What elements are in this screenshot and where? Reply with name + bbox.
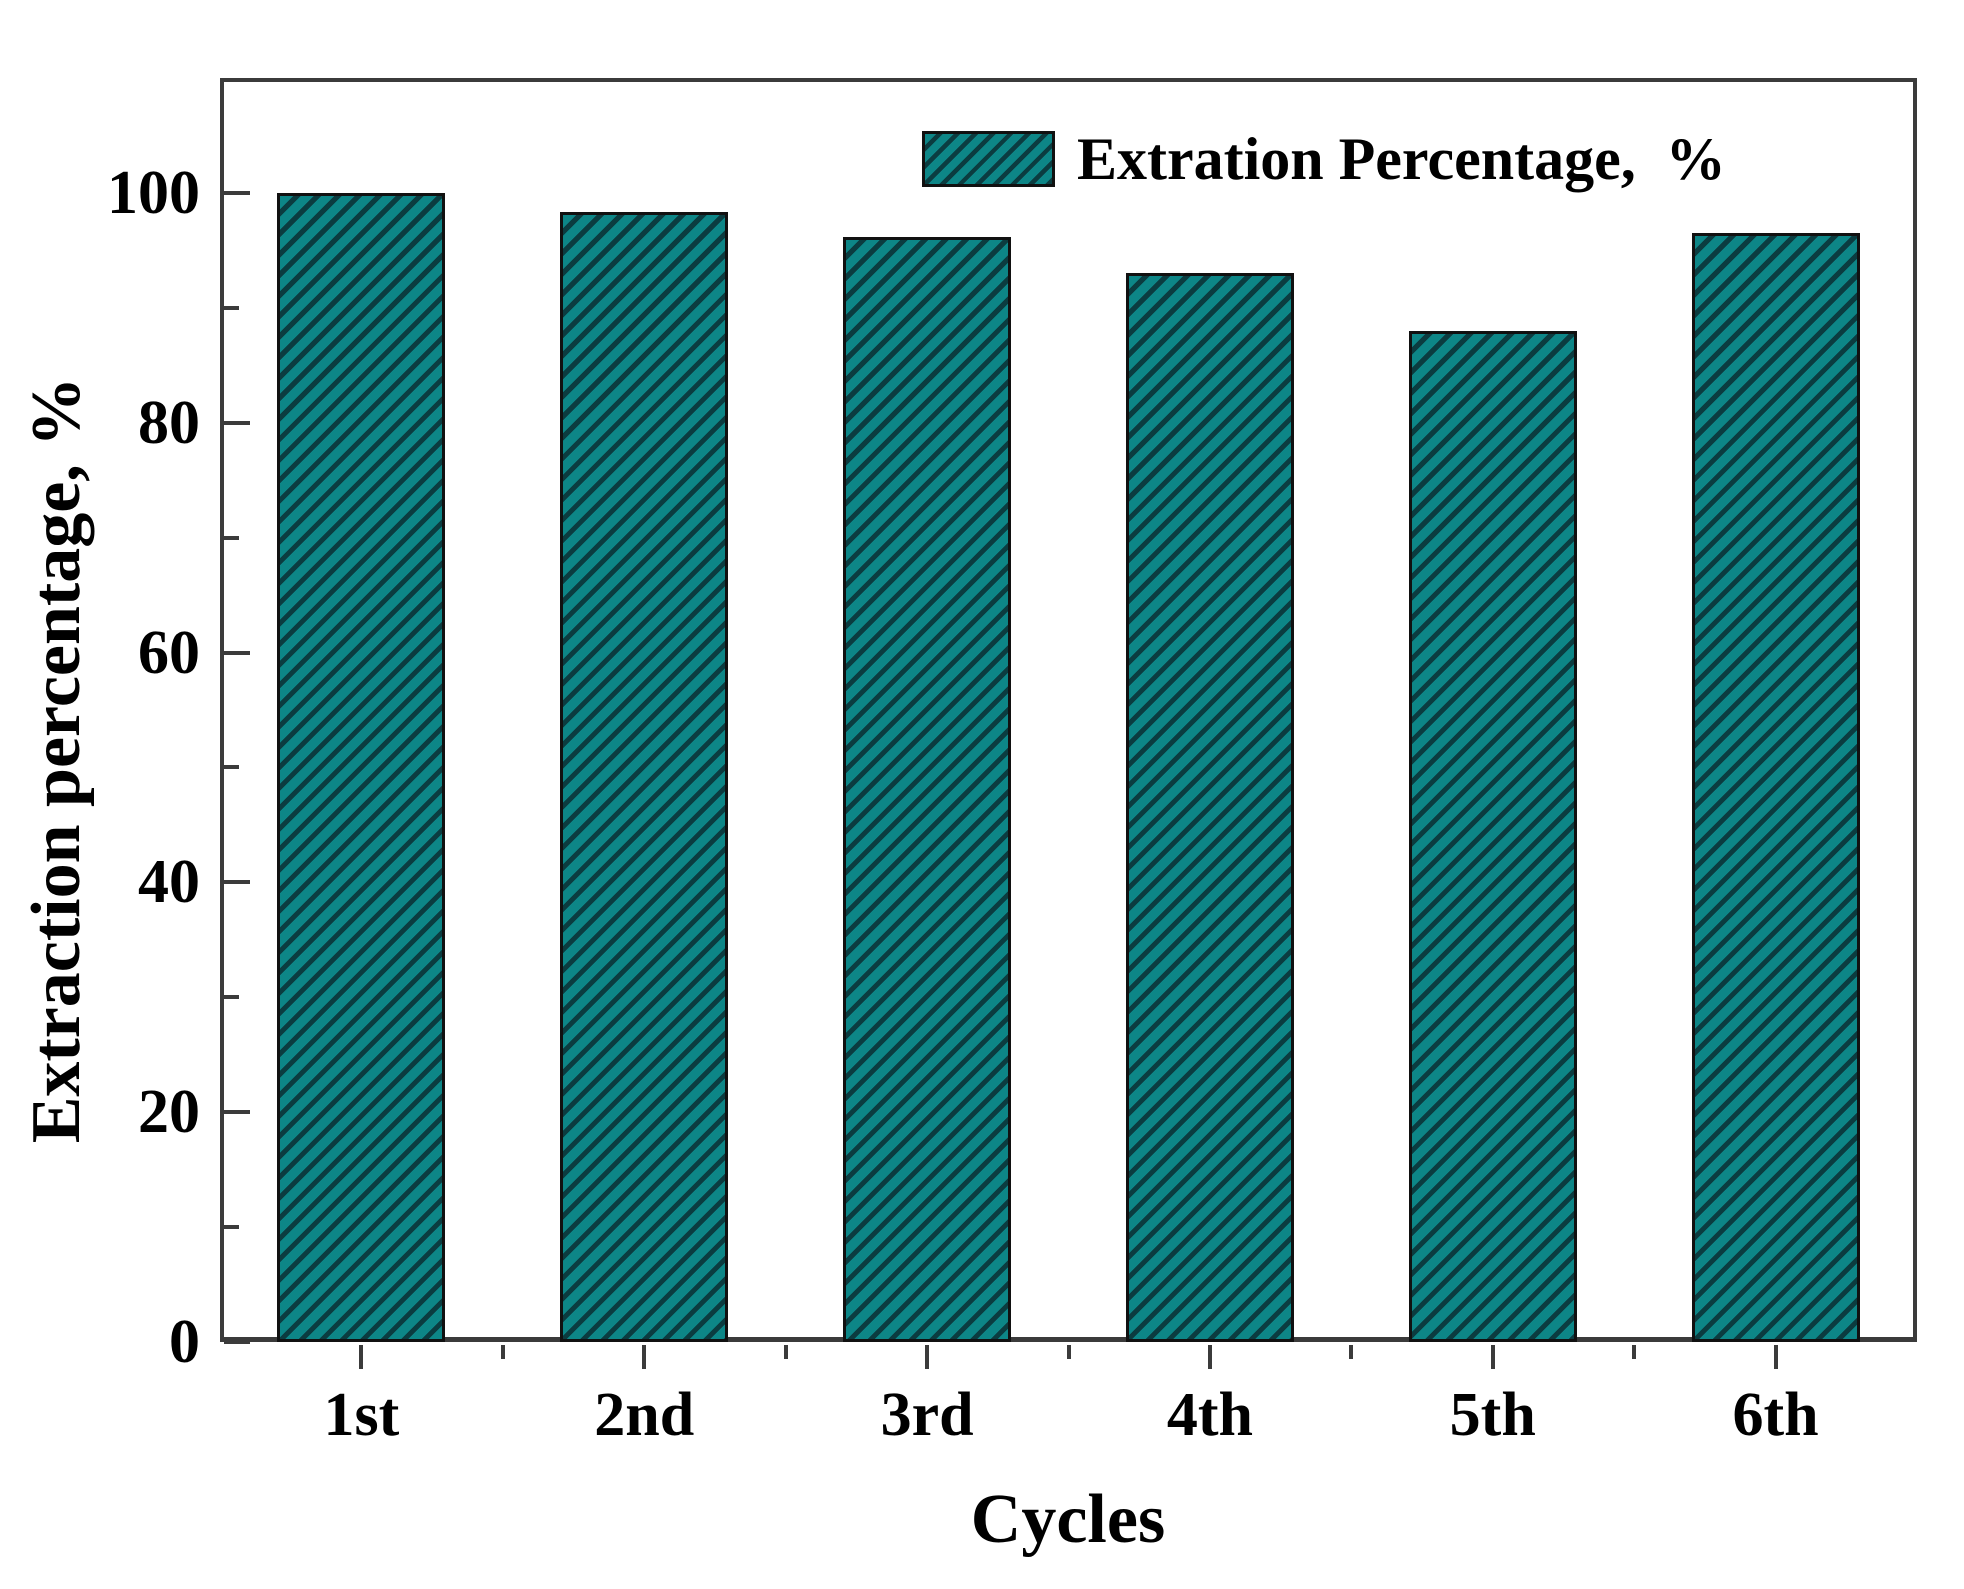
x-tick-minor [783, 1345, 788, 1359]
y-tick-label: 100 [107, 158, 200, 227]
y-tick-label: 40 [138, 848, 200, 917]
legend: Extration Percentage, % [922, 129, 1726, 189]
x-tick-minor [1349, 1345, 1354, 1359]
y-tick-label: 20 [138, 1078, 200, 1147]
bar-4th [1125, 273, 1294, 1342]
x-tick-major [1773, 1345, 1778, 1369]
y-tick-major [224, 650, 250, 655]
legend-label: Extration Percentage, % [1077, 126, 1726, 192]
bar-1st [277, 192, 446, 1342]
y-tick-major [224, 1110, 250, 1115]
x-tick-major [359, 1345, 364, 1369]
x-tick-label: 5th [1449, 1381, 1536, 1449]
x-tick-major [1207, 1345, 1212, 1369]
legend-swatch-hatched [922, 131, 1055, 187]
bar-6th [1691, 233, 1860, 1342]
x-tick-major [925, 1345, 930, 1369]
x-tick-label: 4th [1166, 1381, 1253, 1449]
y-tick-major [224, 190, 250, 195]
y-tick-major [224, 880, 250, 885]
bar-5th [1408, 330, 1577, 1342]
bar-3rd [843, 236, 1012, 1342]
y-tick-major [224, 1340, 250, 1344]
y-axis-title: Extraction percentage, % [18, 376, 95, 1144]
x-tick-label: 1st [323, 1381, 400, 1449]
x-tick-label: 3rd [880, 1381, 974, 1449]
x-tick-minor [1632, 1345, 1637, 1359]
y-tick-major [224, 420, 250, 425]
x-tick-label: 6th [1732, 1381, 1819, 1449]
y-tick-minor [224, 765, 239, 770]
plot-area [220, 78, 1917, 1342]
x-tick-major [1490, 1345, 1495, 1369]
y-tick-minor [224, 1225, 239, 1230]
y-tick-minor [224, 995, 239, 1000]
x-tick-label: 2nd [594, 1381, 695, 1449]
y-tick-minor [224, 535, 239, 540]
x-tick-major [642, 1345, 647, 1369]
y-tick-minor [224, 305, 239, 310]
bar-2nd [560, 212, 729, 1342]
x-tick-minor [1066, 1345, 1071, 1359]
x-axis-title: Cycles [970, 1481, 1166, 1558]
y-tick-label: 0 [169, 1308, 200, 1376]
x-tick-minor [500, 1345, 505, 1359]
y-tick-label: 60 [138, 618, 200, 687]
y-tick-label: 80 [138, 388, 200, 457]
